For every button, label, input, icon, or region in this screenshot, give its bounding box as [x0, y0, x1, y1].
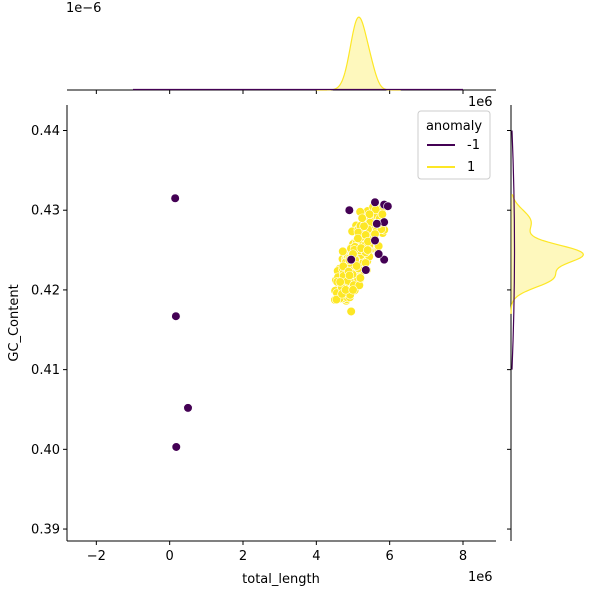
scatter-point-normal	[331, 294, 342, 305]
scatter-point-anomaly	[379, 255, 389, 265]
x-tick-label: 6	[386, 549, 394, 564]
scatter-point-normal	[348, 285, 358, 295]
y-axis-label: GC_Content	[7, 284, 22, 361]
top-marginal-kde	[67, 16, 496, 94]
scatter-point-anomaly	[346, 255, 356, 265]
scatter-point-normal	[355, 273, 365, 283]
x-tick-label: 8	[459, 549, 467, 564]
top-marginal-offset-label: 1e−6	[66, 1, 101, 16]
x-axis-label: total_length	[242, 572, 320, 587]
scatter-point-anomaly	[383, 201, 393, 211]
right-marginal-kde	[507, 105, 585, 541]
y-tick-label: 0.40	[31, 443, 60, 458]
right-marginal-offset-label: 1e6	[468, 95, 493, 110]
y-tick-label: 0.43	[31, 204, 60, 219]
scatter-point-normal	[344, 270, 355, 281]
scatter-point-anomaly	[370, 235, 380, 246]
scatter-point-anomaly	[361, 265, 371, 275]
legend-label-anomaly-pos: 1	[467, 160, 475, 175]
y-tick-label: 0.44	[31, 124, 60, 139]
scatter-point-normal	[353, 233, 363, 244]
x-tick-label: 2	[239, 549, 247, 564]
legend: anomaly -1 1	[417, 110, 491, 180]
scatter-point-normal	[359, 221, 369, 231]
scatter-point-normal	[352, 261, 362, 271]
scatter-point-normal	[357, 213, 367, 223]
scatter-point-normal	[346, 306, 356, 317]
x-tick-label: −2	[87, 549, 106, 564]
scatter-point-anomaly	[370, 197, 380, 207]
scatter-points	[170, 193, 393, 452]
right-marginal-kde-fill	[511, 194, 584, 314]
scatter-point-normal	[363, 245, 373, 255]
scatter-point-anomaly	[374, 249, 384, 259]
y-tick-label: 0.41	[31, 363, 60, 378]
scatter-point-anomaly	[170, 193, 180, 203]
x-offset-label: 1e6	[468, 570, 493, 585]
right-marginal-kde-line	[510, 194, 585, 314]
right-marginal-kde-anomaly-line	[511, 130, 516, 370]
legend-label-anomaly-neg: -1	[467, 138, 480, 153]
scatter-point-normal	[338, 246, 348, 256]
x-tick-label: 4	[312, 549, 320, 564]
legend-title: anomaly	[426, 119, 482, 134]
scatter-point-normal	[377, 209, 387, 219]
scatter-point-anomaly	[183, 403, 193, 413]
scatter-point-anomaly	[171, 442, 181, 452]
scatter-point-normal	[364, 209, 375, 219]
y-tick-label: 0.39	[31, 523, 60, 538]
scatter-point-anomaly	[171, 311, 181, 321]
scatter-point-anomaly	[344, 205, 354, 215]
top-marginal-kde-fill	[316, 17, 401, 91]
x-tick-label: 0	[166, 549, 174, 564]
main-axes: −2 0 2 4 6 8 0.39 0.40 0.41 0.42 0.43 0.44	[31, 105, 496, 564]
y-tick-label: 0.42	[31, 283, 60, 298]
scatter-point-anomaly	[372, 219, 382, 229]
scatter-point-normal	[335, 277, 345, 287]
